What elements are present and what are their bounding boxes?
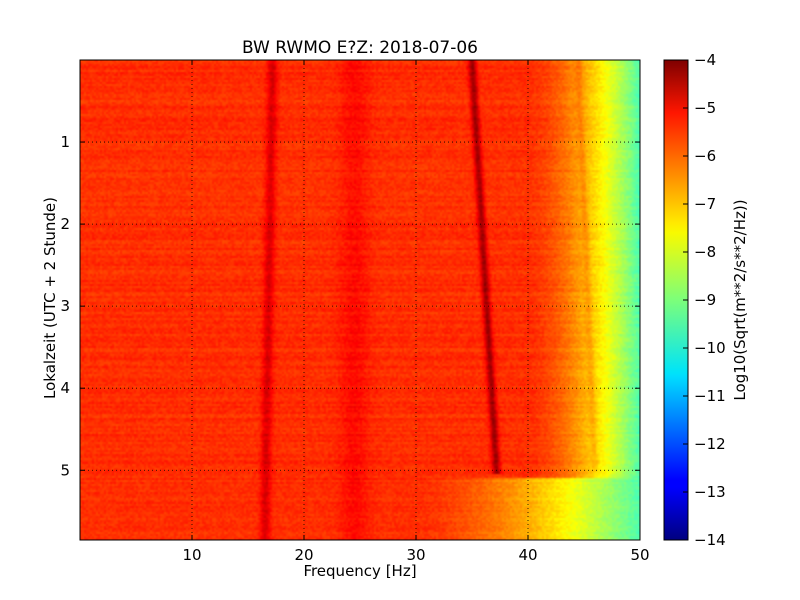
x-tick-label: 30	[406, 546, 425, 564]
y-axis-label: Lokalzeit (UTC + 2 Stunde)	[41, 197, 59, 399]
y-tick-label: 3	[60, 297, 70, 315]
colorbar-tick-label: −7	[694, 195, 716, 213]
chart-title: BW RWMO E?Z: 2018-07-06	[242, 38, 478, 58]
colorbar-tick-label: −5	[694, 99, 716, 117]
colorbar-tick-label: −12	[694, 435, 726, 453]
colorbar-tick-label: −10	[694, 339, 726, 357]
x-tick-label: 20	[294, 546, 313, 564]
colorbar-ticks: −4 −5 −6 −7 −8 −9 −10 −11 −12 −13 −14	[683, 51, 726, 549]
y-tick-label: 5	[60, 461, 70, 479]
heatmap-area	[80, 60, 640, 540]
y-tick-label: 1	[60, 133, 70, 151]
colorbar-tick-label: −6	[694, 147, 716, 165]
colorbar: −4 −5 −6 −7 −8 −9 −10 −11 −12 −13 −14 Log10(Sqrt(m…	[663, 51, 749, 549]
y-tick-label: 2	[60, 215, 70, 233]
colorbar-tick-label: −13	[694, 483, 726, 501]
x-tick-label: 50	[630, 546, 649, 564]
colorbar-tick-label: −4	[694, 51, 716, 69]
colorbar-tick-label: −8	[694, 243, 716, 261]
plot-frame	[79, 59, 641, 541]
colorbar-tick-label: −9	[694, 291, 716, 309]
grid-lines	[80, 60, 640, 540]
x-axis-label: Frequency [Hz]	[303, 562, 416, 580]
colorbar-label: Log10(Sqrt(m**2/s**2/Hz))	[731, 199, 749, 400]
heatmap-image	[80, 60, 640, 540]
colorbar-tick-label: −11	[694, 387, 726, 405]
y-axis-ticks: 1 2 3 4 5	[60, 133, 640, 479]
x-axis-ticks: 10 20 30 40 50	[182, 60, 650, 564]
y-tick-label: 4	[60, 379, 70, 397]
x-tick-label: 40	[518, 546, 537, 564]
x-tick-label: 10	[182, 546, 201, 564]
colorbar-tick-label: −14	[694, 531, 726, 549]
